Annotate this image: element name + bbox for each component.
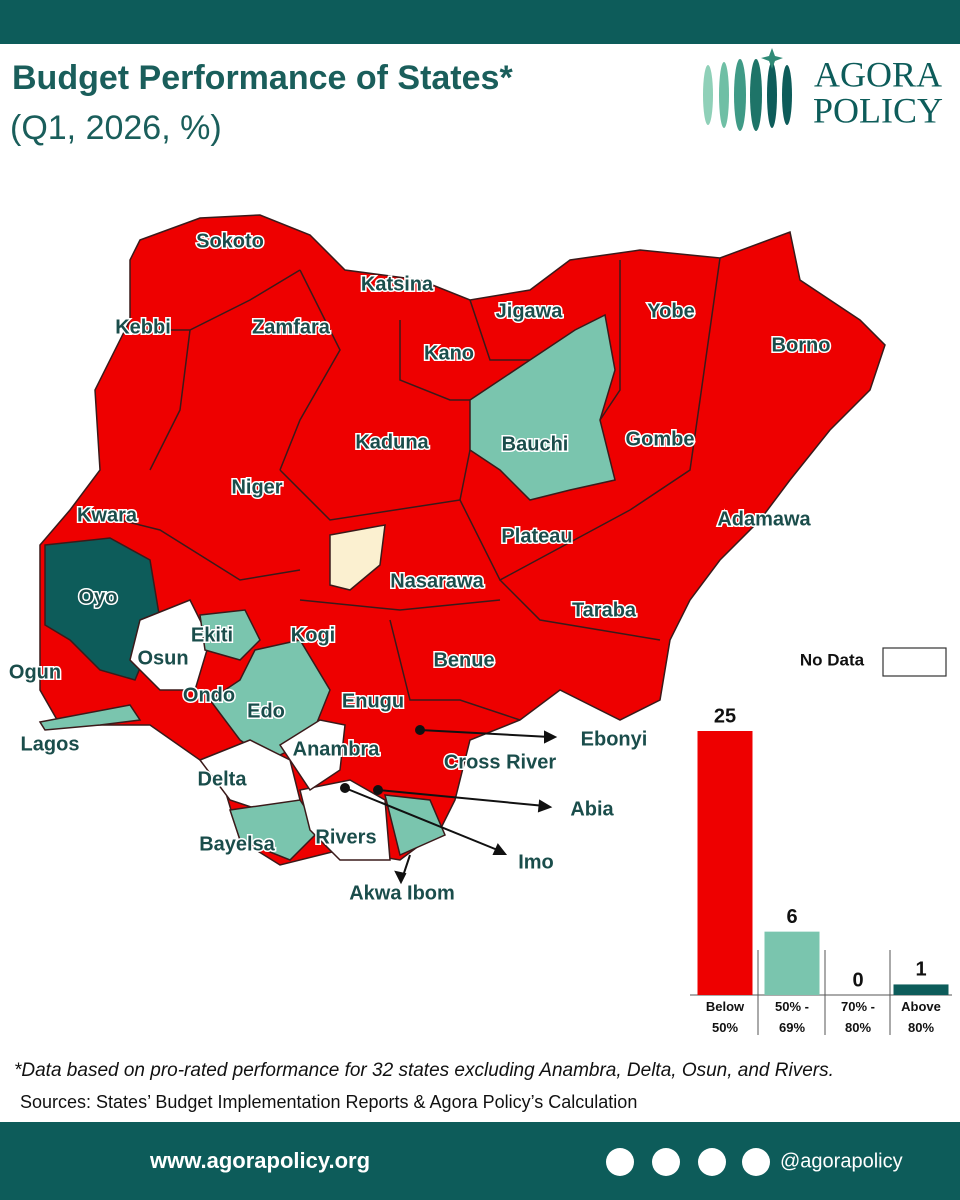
state-label: Ebonyi	[581, 728, 648, 750]
state-label: Kebbi	[115, 316, 171, 338]
bar	[893, 984, 949, 995]
state-label: Oyo	[79, 586, 118, 608]
state-label: Adamawa	[717, 508, 811, 530]
value-label: 6	[786, 906, 797, 928]
value-label: 0	[852, 969, 863, 991]
state-label: Katsina	[361, 273, 434, 295]
category-label: 70% - 80%	[841, 999, 875, 1035]
state-shape	[38, 704, 142, 731]
subtitle: (Q1, 2026, %)	[10, 109, 222, 147]
map	[38, 214, 886, 866]
state-label: Nasarawa	[390, 570, 484, 592]
state-label: Anambra	[293, 738, 381, 760]
category-label: 50% - 69%	[775, 999, 809, 1035]
state-label: Kaduna	[355, 431, 429, 453]
bar	[764, 931, 820, 995]
state-label: Gombe	[626, 428, 695, 450]
state-label: Sokoto	[196, 230, 264, 252]
state-label: Cross River	[444, 751, 556, 773]
state-shape	[329, 524, 386, 591]
state-label: Borno	[772, 334, 831, 356]
state-label: Lagos	[21, 733, 80, 755]
social-icons	[606, 1148, 770, 1176]
pointers	[340, 725, 558, 885]
state-label: Kogi	[291, 624, 335, 646]
state-label: Enugu	[342, 690, 404, 712]
category-label: Above 80%	[901, 999, 941, 1035]
state-label: Osun	[137, 647, 188, 669]
footnote: *Data based on pro-rated performance for…	[14, 1060, 834, 1081]
state-label: Ondo	[183, 684, 235, 706]
category-label: Below 50%	[705, 999, 745, 1035]
state-label: Rivers	[315, 826, 376, 848]
logo-mark	[703, 48, 792, 131]
state-label: Yobe	[647, 300, 694, 322]
state-label: Plateau	[501, 525, 572, 547]
state-label: Bayelsa	[199, 833, 275, 855]
state-label: Ekiti	[191, 624, 233, 646]
handle: @agorapolicy	[780, 1150, 903, 1172]
state-label: Bauchi	[502, 433, 569, 455]
state-label: Abia	[570, 798, 614, 820]
state-label: Taraba	[572, 599, 637, 621]
logo-text: POLICY	[813, 90, 943, 130]
state-shape	[129, 599, 211, 691]
state-label: Jigawa	[496, 300, 564, 322]
state-label: Ogun	[9, 661, 61, 683]
title: Budget Performance of States*	[12, 59, 513, 97]
legend-swatch	[882, 647, 947, 677]
state-shape	[299, 779, 391, 861]
state-shape	[469, 313, 616, 501]
state-label: Imo	[518, 851, 554, 873]
bar	[697, 731, 753, 995]
state-shape	[278, 719, 346, 792]
state-label: Benue	[433, 649, 494, 671]
legend-label: No Data	[800, 650, 865, 669]
state-label: Akwa Ibom	[349, 882, 455, 904]
state-label: Zamfara	[252, 316, 331, 338]
value-label: 25	[714, 705, 736, 727]
state-label: Delta	[198, 768, 248, 790]
state-shape	[229, 799, 321, 861]
state-label: Niger	[231, 476, 282, 498]
state-shape	[44, 537, 161, 681]
state-label: Kano	[424, 342, 474, 364]
logo-text: AGORA	[814, 54, 942, 94]
footer-band	[0, 1122, 960, 1200]
state-label: Edo	[247, 700, 285, 722]
website: www.agorapolicy.org	[149, 1148, 370, 1173]
value-label: 1	[915, 959, 926, 981]
top-band	[0, 0, 960, 44]
state-shape	[199, 609, 261, 661]
state-label: Kwara	[77, 504, 138, 526]
sources: Sources: States’ Budget Implementation R…	[20, 1092, 637, 1112]
